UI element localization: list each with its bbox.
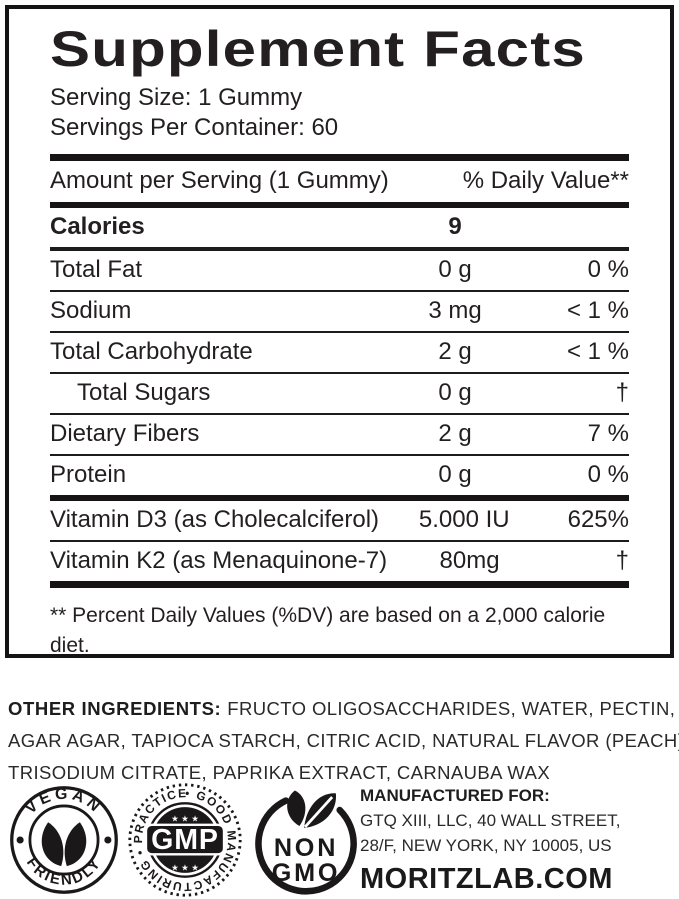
facts-table-header: Amount per Serving (1 Gummy) % Daily Val… [50,161,629,202]
footnote-percent-dv: ** Percent Daily Values (%DV) are based … [50,604,606,657]
nutrient-amount: 80mg [439,547,500,574]
header-amount-per-serving: Amount per Serving (1 Gummy) [50,167,389,194]
facts-row: Dietary Fibers 2 g 7 % [50,413,629,454]
svg-text:VEGAN: VEGAN [22,786,106,818]
nutrient-daily-value: † [615,379,629,406]
serving-size: Serving Size: 1 Gummy [50,84,303,111]
address-line-2: 28/F, NEW YORK, NY 10005, US [360,836,612,855]
nutrient-name: Total Sugars [77,379,211,406]
website: MORITZLAB.COM [360,863,613,895]
non-gmo-badge-icon: NON GMO [255,790,357,895]
other-ingredients-label: OTHER INGREDIENTS: [8,698,222,719]
non-text: NON [274,834,338,862]
nutrient-name: Dietary Fibers [50,420,200,447]
leaf-icon [41,822,87,867]
facts-row: Vitamin K2 (as Menaquinone-7) 80mg † [50,540,629,581]
supplement-facts-panel: Supplement Facts Serving Size: 1 Gummy S… [5,5,674,658]
nutrient-amount: 3 mg [428,297,482,324]
nutrient-amount: 0 g [438,256,472,283]
nutrient-name: Total Fat [50,256,143,283]
manufactured-for-label: MANUFACTURED FOR: [360,786,550,805]
manufacturer-info: MANUFACTURED FOR: GTQ XIII, LLC, 40 WALL… [360,783,620,896]
vegan-arc-text: VEGAN [22,786,102,818]
nutrient-name: Vitamin K2 (as Menaquinone-7) [50,547,388,574]
facts-row: Calories 9 [50,202,629,247]
serving-info: Serving Size: 1 Gummy Servings Per Conta… [50,83,629,143]
other-ingredients-text-1: FRUCTO OLIGOSACCHARIDES, WATER, PECTIN, [227,698,676,719]
nutrient-daily-value: 7 % [587,420,629,447]
nutrient-amount: 2 g [438,338,472,365]
other-ingredients: OTHER INGREDIENTS: FRUCTO OLIGOSACCHARIDE… [8,693,679,789]
servings-per-container: Servings Per Container: 60 [50,114,339,141]
address-line-1: GTQ XIII, LLC, 40 WALL STREET, [360,811,621,830]
facts-row: Protein 0 g 0 % [50,454,629,495]
facts-row: Vitamin D3 (as Cholecalciferol) 5.000 IU 6… [50,495,629,540]
other-ingredients-line-2: AGAR AGAR, TAPIOCA STARCH, CITRIC ACID, … [8,730,679,751]
nutrient-name: Calories [50,213,145,240]
facts-row: Total Fat 0 g 0 % [50,247,629,290]
header-daily-value: % Daily Value** [462,167,629,194]
nutrient-amount: 5.000 IU [418,506,510,533]
vegan-friendly-badge-icon: VEGAN FRIENDLY [10,786,118,894]
certification-badges: VEGAN FRIENDLY • GOOD MANUFACTURING • PR… [8,781,362,899]
stars-bottom: ★ ★ ★ [171,862,199,872]
nutrient-name: Vitamin D3 (as Cholecalciferol) [50,506,380,533]
nutrient-amount: 2 g [438,420,472,447]
panel-title: Supplement Facts [50,21,586,77]
nutrient-amount: 9 [448,213,462,240]
nutrient-amount: 0 g [438,461,472,488]
leaf-icon [287,790,337,828]
nutrient-amount: 0 g [438,379,472,406]
facts-row: Total Sugars 0 g † [50,372,629,413]
nutrient-daily-value: 625% [567,506,629,533]
nutrient-daily-value: † [615,547,629,574]
right-dot [104,836,112,844]
nutrient-daily-value: 0 % [587,461,629,488]
nutrient-name: Total Carbohydrate [50,338,253,365]
gmo-text: GMO [272,859,341,887]
nutrient-name: Protein [50,461,127,488]
footnotes: ** Percent Daily Values (%DV) are based … [50,588,629,657]
facts-row: Sodium 3 mg < 1 % [50,290,629,331]
facts-table: Amount per Serving (1 Gummy) % Daily Val… [50,154,629,588]
other-ingredients-line-1: OTHER INGREDIENTS: FRUCTO OLIGOSACCHARIDE… [8,693,676,725]
other-ingredients-line-3: TRISODIUM CITRATE, PAPRIKA EXTRACT, CARN… [8,762,551,783]
gmp-center-text: GMP [151,824,219,856]
nutrient-name: Sodium [50,297,132,324]
gmp-band [144,823,226,856]
facts-row: Total Carbohydrate 2 g < 1 % [50,331,629,372]
left-dot [16,836,24,844]
nutrient-daily-value: 0 % [587,256,629,283]
gmp-badge-icon: • GOOD MANUFACTURING • PRACTICE ★ ★ ★ GM… [128,783,242,897]
nutrient-daily-value: < 1 % [566,297,629,324]
nutrient-daily-value: < 1 % [566,338,629,365]
stars-top: ★ ★ ★ [171,813,199,823]
